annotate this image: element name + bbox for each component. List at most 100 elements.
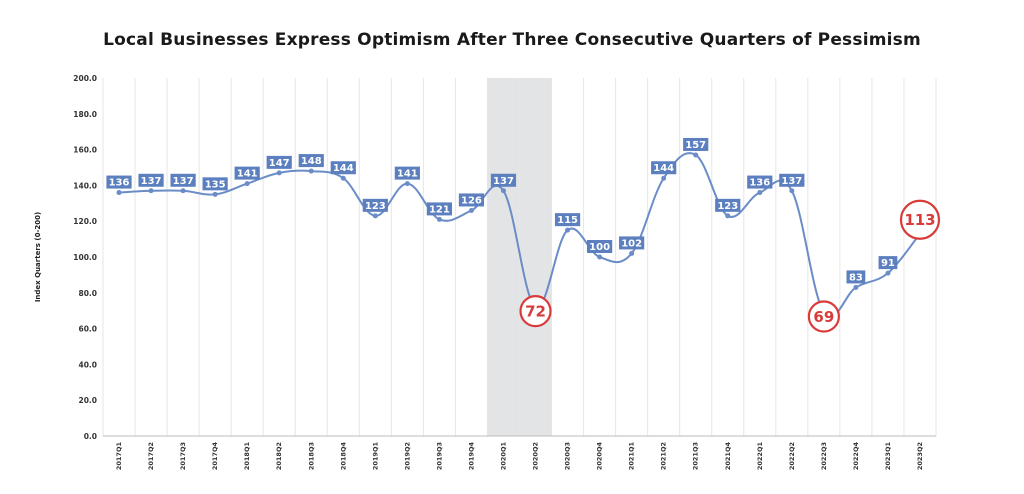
data-label-box	[779, 173, 805, 187]
x-tick-label: 2020Q2	[532, 442, 540, 470]
highlight-label: 113	[904, 211, 935, 229]
x-tick-label: 2017Q4	[211, 442, 219, 471]
x-tick-label: 2018Q1	[243, 442, 251, 471]
y-axis-label: Index Quarters (0-200)	[34, 212, 42, 302]
data-label: 137	[493, 176, 514, 187]
highlight-circle	[807, 300, 840, 333]
x-tick-label: 2023Q2	[916, 442, 924, 470]
x-tick-label: 2023Q1	[884, 442, 892, 471]
x-tick-label: 2022Q4	[852, 442, 860, 471]
data-label-box	[683, 137, 709, 151]
data-point	[565, 227, 571, 233]
data-label-box	[651, 161, 677, 175]
data-point	[436, 216, 442, 222]
data-point	[500, 188, 506, 194]
data-label-box	[266, 155, 292, 169]
data-point	[212, 191, 218, 197]
data-label: 137	[141, 176, 162, 187]
data-label-box	[234, 166, 260, 180]
data-label-box	[170, 173, 196, 187]
data-label-box	[330, 161, 356, 175]
x-tick-label: 2022Q3	[820, 442, 828, 470]
data-point	[853, 284, 859, 290]
data-label-box	[878, 256, 898, 270]
data-point	[180, 188, 186, 194]
data-point	[693, 152, 699, 158]
y-tick-label: 180.0	[73, 110, 97, 119]
y-tick-label: 40.0	[78, 360, 97, 369]
highlight-label: 72	[525, 303, 546, 321]
x-tick-label: 2019Q2	[403, 442, 411, 470]
y-tick-label: 140.0	[73, 181, 97, 190]
data-label: 141	[397, 169, 418, 180]
x-tick-label: 2020Q4	[596, 442, 604, 471]
chart-title: Local Businesses Express Optimism After …	[103, 30, 921, 50]
data-label: 126	[461, 195, 482, 206]
data-point	[404, 181, 410, 187]
data-label: 136	[109, 178, 130, 189]
x-tick-label: 2021Q4	[724, 442, 732, 471]
highlight-circle	[519, 295, 552, 328]
data-label-box	[394, 166, 420, 180]
data-label-box	[138, 173, 164, 187]
x-tick-label: 2019Q3	[435, 442, 443, 470]
x-tick-label: 2021Q2	[660, 442, 668, 470]
data-label: 115	[557, 215, 578, 226]
y-tick-label: 0.0	[84, 432, 97, 441]
data-label-box	[747, 175, 773, 189]
data-point	[885, 270, 891, 276]
y-tick-label: 20.0	[78, 396, 97, 405]
data-label-box	[490, 173, 517, 187]
data-label: 136	[749, 178, 770, 189]
data-label: 144	[333, 163, 354, 174]
x-tick-label: 2018Q2	[275, 442, 283, 470]
data-label: 135	[205, 179, 226, 190]
data-label: 91	[881, 258, 895, 269]
x-tick-label: 2022Q1	[756, 442, 764, 471]
data-label-box	[458, 193, 485, 207]
data-label-box	[715, 198, 741, 212]
x-tick-label: 2019Q1	[371, 442, 379, 471]
x-tick-label: 2020Q3	[564, 442, 572, 470]
data-label-box	[586, 240, 613, 253]
data-label: 121	[429, 204, 450, 215]
x-tick-label: 2021Q3	[692, 442, 700, 470]
data-label-box	[362, 198, 388, 212]
data-label: 144	[653, 163, 674, 174]
data-label: 148	[301, 156, 322, 167]
data-label: 137	[781, 176, 802, 187]
x-tick-label: 2019Q4	[467, 442, 475, 471]
data-point	[372, 213, 378, 219]
data-label-box	[426, 202, 453, 216]
data-point	[629, 250, 635, 256]
y-tick-label: 160.0	[73, 146, 97, 155]
data-label-box	[554, 213, 581, 227]
x-tick-label: 2017Q3	[179, 442, 187, 470]
x-tick-label: 2017Q2	[147, 442, 155, 470]
data-label: 123	[717, 201, 738, 212]
y-tick-label: 100.0	[73, 253, 97, 262]
y-tick-label: 60.0	[78, 325, 97, 334]
data-label-box	[619, 236, 645, 250]
data-point	[725, 213, 731, 219]
x-tick-label: 2018Q4	[339, 442, 347, 471]
data-point	[597, 254, 603, 260]
data-label-box	[202, 177, 228, 191]
data-label: 137	[173, 176, 194, 187]
data-label-box	[298, 154, 324, 168]
data-point	[148, 188, 154, 194]
data-point	[244, 181, 250, 187]
x-tick-label: 2021Q1	[628, 442, 636, 471]
data-label: 100	[589, 242, 610, 253]
data-point	[276, 170, 282, 176]
y-tick-label: 80.0	[78, 289, 97, 298]
data-label-box	[846, 270, 866, 284]
data-point	[661, 175, 667, 181]
data-point	[340, 175, 346, 181]
highlight-circle	[899, 199, 941, 240]
data-label-box	[106, 175, 132, 189]
x-tick-label: 2022Q2	[788, 442, 796, 470]
data-label: 147	[269, 158, 290, 169]
y-tick-label: 120.0	[73, 217, 97, 226]
